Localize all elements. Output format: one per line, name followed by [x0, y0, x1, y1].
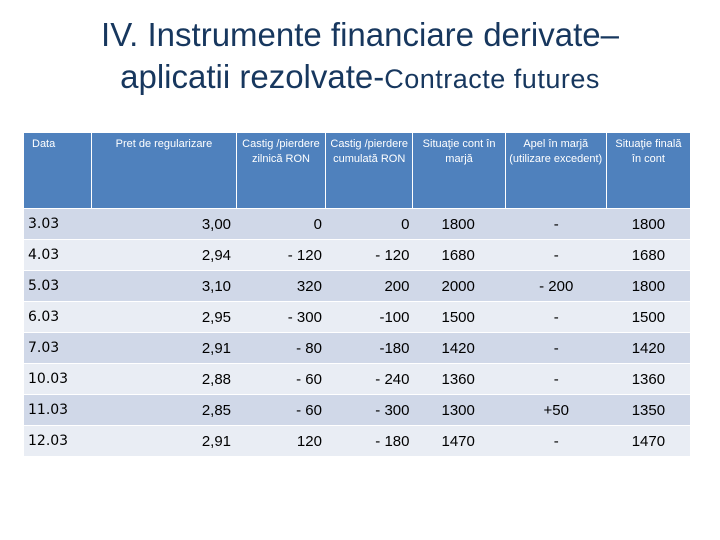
cell-date: 6.03: [24, 301, 92, 332]
table-row: 11.03 2,85 - 60 - 300 1300 +50 1350: [24, 394, 690, 425]
cell-price: 2,85: [91, 394, 238, 425]
table-row: 6.03 2,95 - 300 -100 1500 - 1500: [24, 301, 690, 332]
cell-cumulative: 0: [325, 208, 414, 239]
cell-final: 1800: [606, 208, 690, 239]
cell-margin: 1360: [413, 363, 506, 394]
header-date: Data: [24, 133, 92, 208]
table-row: 10.03 2,88 - 60 - 240 1360 - 1360: [24, 363, 690, 394]
cell-daily: 320: [237, 270, 326, 301]
cell-cumulative: - 180: [325, 425, 414, 456]
cell-margin: 1500: [413, 301, 506, 332]
cell-final: 1360: [606, 363, 690, 394]
cell-date: 3.03: [24, 208, 92, 239]
cell-daily: - 60: [237, 394, 326, 425]
cell-cumulative: - 120: [325, 239, 414, 270]
cell-cumulative: -180: [325, 332, 414, 363]
title-line-2a: aplicatii rezolvate-: [120, 58, 385, 95]
cell-call: -: [505, 208, 607, 239]
cell-cumulative: 200: [325, 270, 414, 301]
header-daily-gain-loss: Castig /pierdere zilnică RON: [237, 133, 326, 208]
cell-date: 11.03: [24, 394, 92, 425]
cell-price: 2,94: [91, 239, 238, 270]
futures-table: Data Pret de regularizare Castig /pierde…: [24, 133, 690, 456]
cell-final: 1500: [606, 301, 690, 332]
cell-margin: 2000: [413, 270, 506, 301]
cell-call: -: [505, 332, 607, 363]
header-final-account: Situaţie finală în cont: [606, 133, 690, 208]
header-row: Data Pret de regularizare Castig /pierde…: [24, 133, 690, 208]
title-line-2: aplicatii rezolvate-Contracte futures: [0, 56, 720, 100]
cell-final: 1800: [606, 270, 690, 301]
table-row: 3.03 3,00 0 0 1800 - 1800: [24, 208, 690, 239]
title-line-2b: Contracte futures: [384, 64, 600, 94]
cell-margin: 1470: [413, 425, 506, 456]
cell-call: -: [505, 301, 607, 332]
cell-call: +50: [505, 394, 607, 425]
cell-daily: - 80: [237, 332, 326, 363]
table-row: 12.03 2,91 120 - 180 1470 - 1470: [24, 425, 690, 456]
cell-final: 1420: [606, 332, 690, 363]
cell-margin: 1800: [413, 208, 506, 239]
cell-date: 12.03: [24, 425, 92, 456]
cell-date: 4.03: [24, 239, 92, 270]
cell-final: 1350: [606, 394, 690, 425]
cell-margin: 1680: [413, 239, 506, 270]
header-margin-account: Situaţie cont în marjă: [413, 133, 506, 208]
title-line-1: IV. Instrumente financiare derivate–: [101, 16, 619, 53]
cell-price: 2,91: [91, 425, 238, 456]
cell-price: 3,00: [91, 208, 238, 239]
cell-date: 10.03: [24, 363, 92, 394]
cell-daily: - 120: [237, 239, 326, 270]
slide-title: IV. Instrumente financiare derivate– apl…: [0, 14, 720, 100]
cell-cumulative: - 240: [325, 363, 414, 394]
table-row: 5.03 3,10 320 200 2000 - 200 1800: [24, 270, 690, 301]
cell-cumulative: - 300: [325, 394, 414, 425]
cell-call: -: [505, 363, 607, 394]
cell-daily: 0: [237, 208, 326, 239]
cell-price: 2,88: [91, 363, 238, 394]
cell-call: -: [505, 239, 607, 270]
cell-cumulative: -100: [325, 301, 414, 332]
cell-daily: - 300: [237, 301, 326, 332]
cell-date: 7.03: [24, 332, 92, 363]
cell-daily: - 60: [237, 363, 326, 394]
cell-call: -: [505, 425, 607, 456]
cell-final: 1470: [606, 425, 690, 456]
cell-price: 3,10: [91, 270, 238, 301]
header-margin-call: Apel în marjă (utilizare excedent): [505, 133, 607, 208]
cell-daily: 120: [237, 425, 326, 456]
header-cumulative-gain-loss: Castig /pierdere cumulată RON: [325, 133, 414, 208]
cell-date: 5.03: [24, 270, 92, 301]
table-row: 4.03 2,94 - 120 - 120 1680 - 1680: [24, 239, 690, 270]
cell-price: 2,95: [91, 301, 238, 332]
cell-margin: 1420: [413, 332, 506, 363]
cell-price: 2,91: [91, 332, 238, 363]
cell-margin: 1300: [413, 394, 506, 425]
table-row: 7.03 2,91 - 80 -180 1420 - 1420: [24, 332, 690, 363]
cell-final: 1680: [606, 239, 690, 270]
header-settlement-price: Pret de regularizare: [91, 133, 238, 208]
cell-call: - 200: [505, 270, 607, 301]
